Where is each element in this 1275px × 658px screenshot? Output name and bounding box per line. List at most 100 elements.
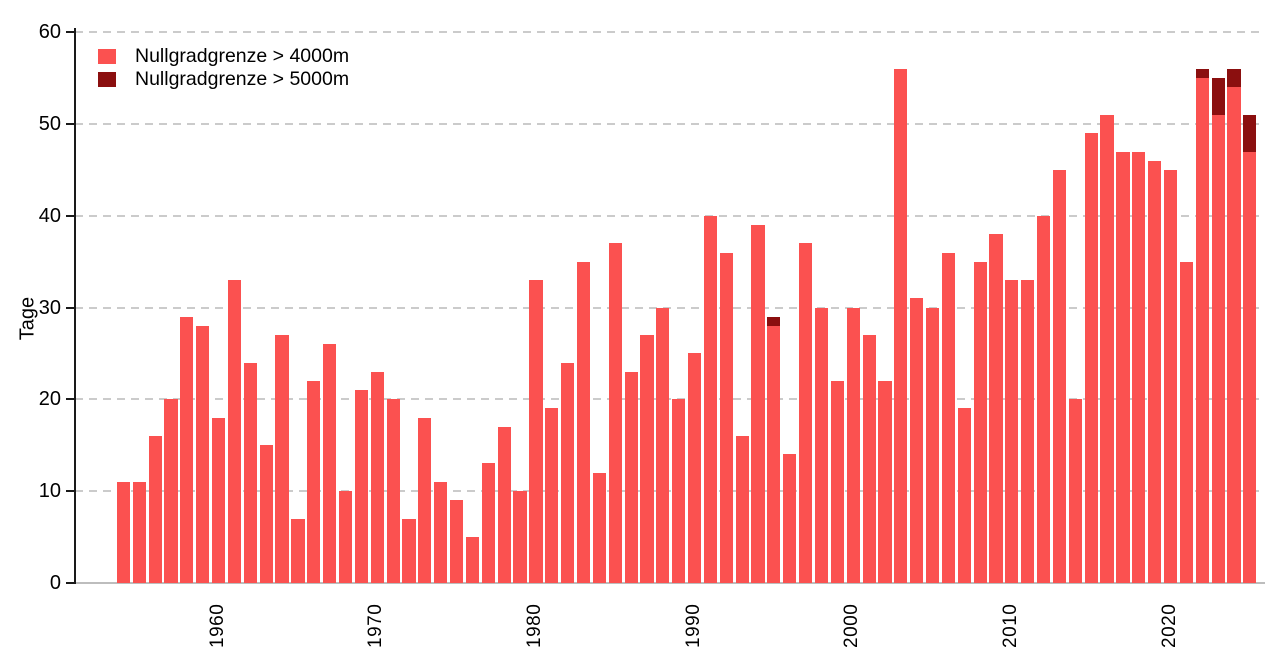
bar-2022-above4000 <box>1195 78 1209 583</box>
bar-2010-above4000 <box>1005 280 1019 583</box>
bar-2022-above5000 <box>1195 69 1209 79</box>
bar-1972-above4000 <box>402 518 416 583</box>
bar-1978-above4000 <box>497 426 511 583</box>
y-tick-label-30: 30 <box>38 296 61 319</box>
bar-1971-above4000 <box>386 399 400 583</box>
x-tick-label-1990: 1990 <box>682 603 704 648</box>
bar-1959-above4000 <box>196 325 210 583</box>
bar-2016-above4000 <box>1100 114 1114 583</box>
bar-1962-above4000 <box>243 362 257 583</box>
bar-2019-above4000 <box>1148 160 1162 583</box>
legend-label-5000m: Nullgradgrenze > 5000m <box>135 68 350 90</box>
bar-2012-above4000 <box>1037 215 1051 583</box>
bar-1964-above4000 <box>275 335 289 583</box>
bar-1979-above4000 <box>513 490 527 583</box>
bar-2008-above4000 <box>973 261 987 583</box>
legend-label-4000m: Nullgradgrenze > 4000m <box>135 45 350 67</box>
gridline-20 <box>75 398 1265 401</box>
bar-2025-above5000 <box>1243 114 1257 152</box>
y-tick-label-40: 40 <box>38 204 61 227</box>
bar-2015-above4000 <box>1084 133 1098 583</box>
y-tick-40 <box>66 214 75 217</box>
bar-1987-above4000 <box>640 335 654 583</box>
bar-2023-above4000 <box>1211 114 1225 583</box>
bar-1997-above4000 <box>799 243 813 583</box>
bar-2006-above4000 <box>941 252 956 583</box>
x-tick-label-2010: 2010 <box>999 603 1021 648</box>
bar-1995-above5000 <box>767 316 781 326</box>
bar-1992-above4000 <box>719 252 733 583</box>
x-tick-label-1960: 1960 <box>206 603 228 648</box>
bar-1998-above4000 <box>814 307 829 583</box>
bar-2023-above5000 <box>1211 78 1225 115</box>
y-tick-label-50: 50 <box>38 113 61 136</box>
bar-1975-above4000 <box>449 500 464 583</box>
bar-1989-above4000 <box>672 399 686 583</box>
bar-2014-above4000 <box>1068 399 1082 583</box>
bar-2011-above4000 <box>1021 280 1035 583</box>
bar-1977-above4000 <box>481 463 495 583</box>
y-tick-label-60: 60 <box>38 21 61 44</box>
bar-2017-above4000 <box>1116 151 1130 583</box>
y-tick-label-10: 10 <box>38 479 61 502</box>
x-axis-baseline <box>75 581 1265 584</box>
bar-1954-above4000 <box>116 481 130 583</box>
bar-1986-above4000 <box>624 371 638 583</box>
bar-1956-above4000 <box>148 435 162 583</box>
bar-1984-above4000 <box>592 472 606 583</box>
bar-2024-above5000 <box>1227 69 1241 88</box>
bar-1995-above4000 <box>767 325 781 583</box>
gridline-60 <box>75 31 1265 34</box>
x-tick-label-2000: 2000 <box>841 603 863 648</box>
bar-1963-above4000 <box>259 445 273 583</box>
y-tick-30 <box>66 306 75 309</box>
x-tick-label-2020: 2020 <box>1158 603 1180 648</box>
bar-2018-above4000 <box>1132 151 1146 583</box>
bar-2001-above4000 <box>862 335 876 583</box>
legend-swatch-5000m <box>98 72 116 87</box>
bar-2024-above4000 <box>1227 87 1241 583</box>
bar-1966-above4000 <box>307 380 321 583</box>
x-tick-label-1980: 1980 <box>523 603 545 648</box>
bar-1958-above4000 <box>180 316 194 583</box>
legend-row-4000m: Nullgradgrenze > 4000m <box>98 45 349 68</box>
y-tick-0 <box>66 581 75 584</box>
bar-1957-above4000 <box>164 399 178 583</box>
bar-1981-above4000 <box>545 408 559 583</box>
bar-1980-above4000 <box>529 280 543 583</box>
bar-2013-above4000 <box>1052 170 1067 583</box>
gridline-30 <box>75 306 1265 309</box>
bar-1969-above4000 <box>354 390 368 583</box>
bar-1965-above4000 <box>291 518 305 583</box>
bar-2000-above4000 <box>846 307 860 583</box>
y-tick-label-20: 20 <box>38 388 61 411</box>
y-tick-50 <box>66 123 75 126</box>
legend-swatch-4000m <box>98 49 116 64</box>
bar-2007-above4000 <box>957 408 971 583</box>
bar-2005-above4000 <box>925 307 940 583</box>
bar-1967-above4000 <box>323 344 337 583</box>
legend-row-5000m: Nullgradgrenze > 5000m <box>98 68 349 91</box>
bar-2002-above4000 <box>878 380 892 583</box>
bar-1955-above4000 <box>132 481 146 583</box>
gridline-50 <box>75 123 1265 126</box>
y-axis-line <box>74 28 76 584</box>
bar-2004-above4000 <box>910 298 924 583</box>
bar-1968-above4000 <box>338 490 353 583</box>
bar-1988-above4000 <box>656 307 670 583</box>
bar-1999-above4000 <box>830 380 844 583</box>
bar-1974-above4000 <box>434 481 448 583</box>
bar-1960-above4000 <box>211 417 226 583</box>
x-tick-label-1970: 1970 <box>365 603 387 648</box>
bar-1973-above4000 <box>418 417 432 583</box>
bar-1994-above4000 <box>751 225 765 583</box>
bar-2003-above4000 <box>894 69 908 583</box>
legend: Nullgradgrenze > 4000m Nullgradgrenze > … <box>98 45 349 91</box>
bar-1993-above4000 <box>735 435 749 583</box>
bar-2020-above4000 <box>1163 170 1178 583</box>
bar-2025-above4000 <box>1243 151 1257 583</box>
gridline-10 <box>75 489 1265 492</box>
bar-2021-above4000 <box>1179 261 1193 583</box>
y-tick-60 <box>66 31 75 34</box>
bar-2009-above4000 <box>989 234 1003 583</box>
